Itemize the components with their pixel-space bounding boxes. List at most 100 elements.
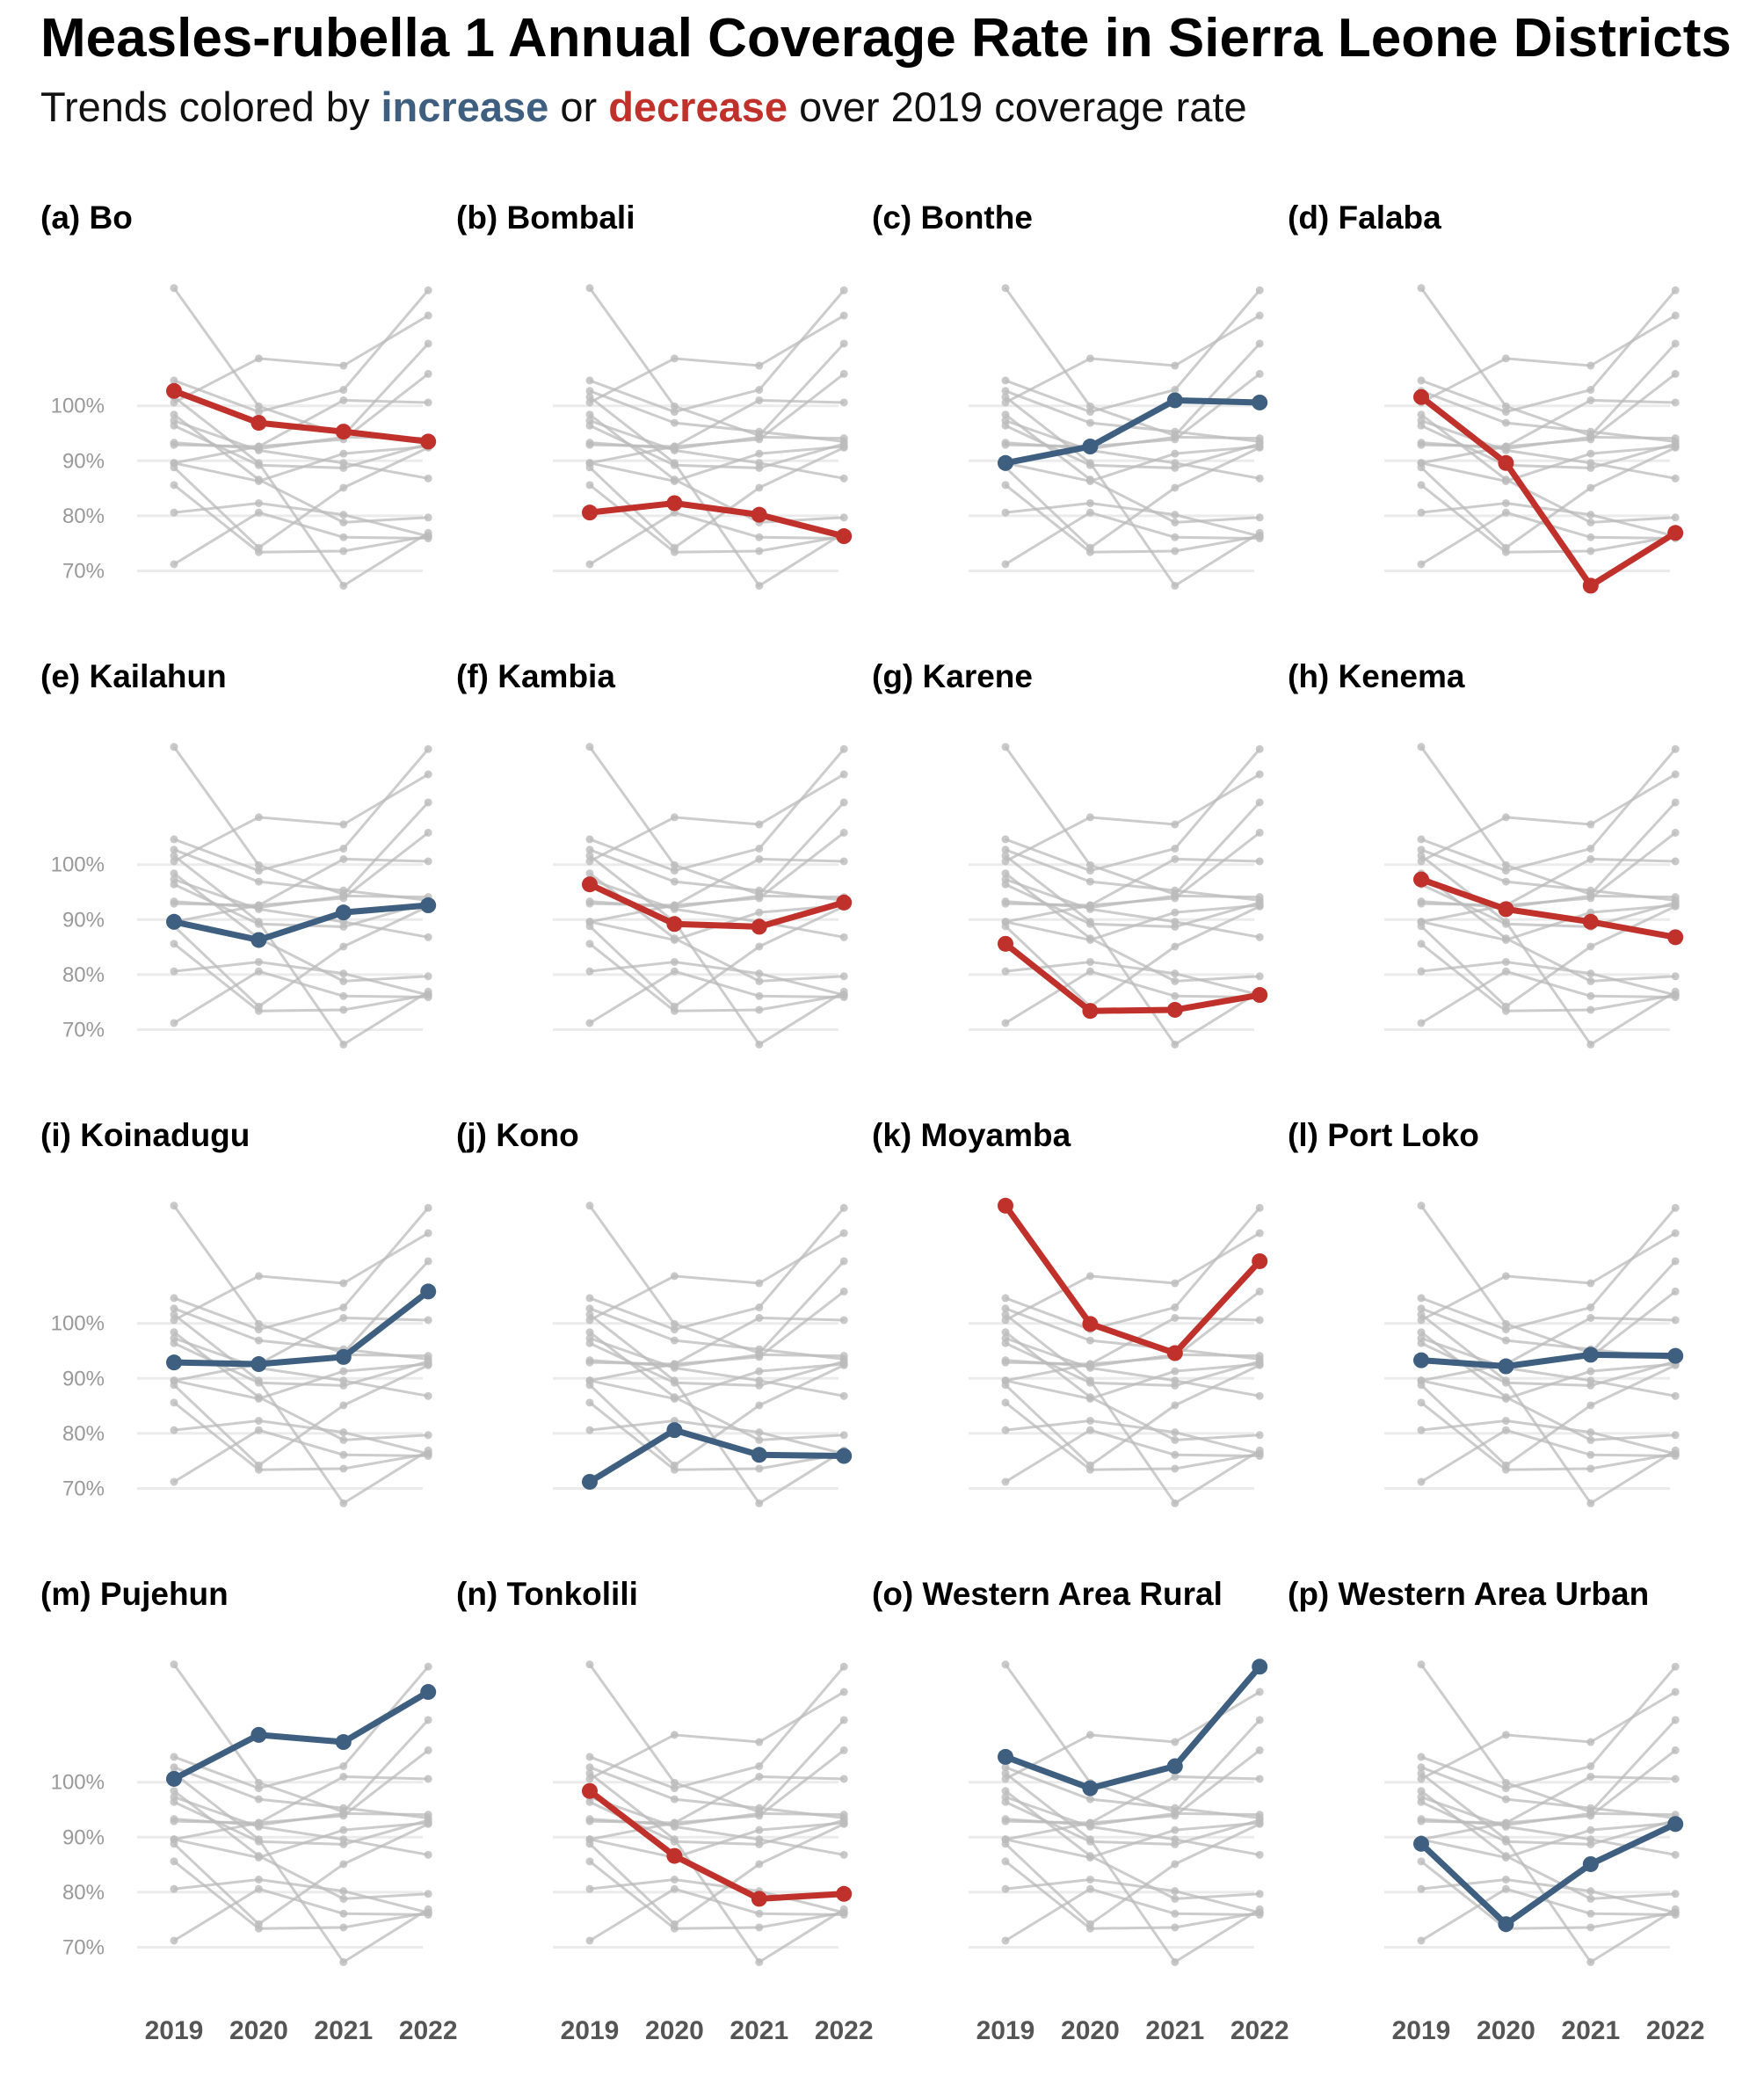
context-point — [1171, 1772, 1180, 1781]
context-point — [839, 857, 848, 866]
context-point — [755, 396, 764, 404]
context-point — [755, 854, 764, 863]
highlight-series-line — [1002, 940, 1263, 1014]
context-series-line — [589, 969, 845, 1025]
context-series-line — [1005, 1796, 1260, 1856]
context-point — [1417, 1398, 1426, 1407]
context-series-line — [173, 1796, 429, 1856]
context-series-line — [1005, 1401, 1260, 1471]
context-point — [1671, 513, 1680, 522]
highlight-point — [166, 1770, 182, 1787]
context-point — [755, 1313, 764, 1322]
page-title: Measles-rubella 1 Annual Coverage Rate i… — [40, 8, 1731, 69]
context-point — [424, 398, 432, 407]
context-point — [1085, 1731, 1094, 1739]
context-point — [1085, 877, 1094, 886]
context-point — [1171, 386, 1180, 395]
context-point — [339, 1499, 348, 1507]
context-point — [1501, 1416, 1510, 1425]
context-point — [170, 1398, 178, 1407]
context-point — [424, 1716, 432, 1724]
context-point — [254, 1920, 263, 1928]
context-point — [170, 1294, 178, 1303]
context-point — [1671, 972, 1680, 981]
context-series-line — [1419, 904, 1676, 1009]
highlight-point — [1498, 454, 1514, 471]
context-point — [339, 854, 348, 863]
context-point — [1586, 1464, 1595, 1473]
context-point — [339, 533, 348, 541]
context-point — [1586, 1923, 1595, 1932]
context-point — [1417, 1660, 1426, 1669]
context-point — [1001, 1936, 1010, 1945]
context-point — [839, 1316, 848, 1325]
context-point — [424, 1811, 432, 1819]
context-point — [670, 867, 679, 875]
context-point — [170, 463, 178, 472]
highlight-point — [335, 1348, 352, 1365]
context-point — [339, 1040, 348, 1049]
context-point — [755, 1303, 764, 1312]
context-point — [1001, 1815, 1010, 1824]
context-point — [424, 1431, 432, 1440]
context-series-line — [173, 857, 429, 924]
context-point — [1001, 967, 1010, 976]
context-point — [1255, 893, 1264, 902]
context-point — [1586, 969, 1595, 978]
context-series-line — [589, 483, 845, 554]
highlight-point — [420, 897, 437, 914]
context-point — [1171, 1909, 1180, 1918]
context-point — [254, 508, 263, 517]
context-point — [424, 857, 432, 866]
context-point — [424, 474, 432, 483]
highlight-point — [666, 1422, 683, 1439]
context-point — [1501, 1778, 1510, 1787]
context-point — [1085, 508, 1094, 517]
context-point — [254, 1795, 263, 1804]
context-series-line — [173, 1775, 429, 1841]
context-point — [254, 1461, 263, 1470]
context-point — [1085, 1362, 1094, 1371]
context-point — [755, 1401, 764, 1410]
context-point — [254, 1837, 263, 1846]
context-point — [1255, 1819, 1264, 1828]
context-point — [170, 1304, 178, 1313]
context-point — [1671, 1688, 1680, 1696]
context-point — [170, 1793, 178, 1802]
context-series-line — [589, 1860, 845, 1930]
highlight-series-line — [171, 388, 432, 445]
context-point — [1417, 1769, 1426, 1778]
context-point — [755, 483, 764, 492]
context-point — [1171, 1367, 1180, 1376]
highlight-point — [998, 1197, 1013, 1214]
highlight-point — [335, 1734, 352, 1751]
context-point — [1671, 398, 1680, 407]
context-point — [170, 376, 178, 385]
context-point — [1586, 1435, 1595, 1444]
context-point — [839, 1361, 848, 1369]
context-point — [424, 1850, 432, 1859]
context-point — [1001, 1294, 1010, 1303]
context-point — [1586, 432, 1595, 441]
context-point — [1171, 518, 1180, 526]
context-point — [1671, 798, 1680, 807]
context-point — [1586, 1040, 1595, 1049]
context-point — [339, 1303, 348, 1312]
context-point — [585, 481, 594, 490]
context-point — [1586, 1909, 1595, 1918]
context-series-line — [1005, 413, 1260, 524]
context-point — [670, 1393, 679, 1402]
context-point — [1171, 991, 1180, 1000]
context-point — [1171, 361, 1180, 370]
context-point — [1501, 860, 1510, 869]
context-point — [339, 1809, 348, 1818]
context-point — [170, 967, 178, 976]
context-point — [1417, 417, 1426, 425]
context-point — [1671, 1431, 1680, 1440]
context-point — [1586, 991, 1595, 1000]
panel-9: (i) Koinadugu 70% 80% 90% 100% — [40, 1117, 437, 1507]
context-point — [1001, 1884, 1010, 1893]
context-point — [585, 1328, 594, 1337]
context-series-line — [1005, 1789, 1260, 1900]
context-point — [1501, 1795, 1510, 1804]
